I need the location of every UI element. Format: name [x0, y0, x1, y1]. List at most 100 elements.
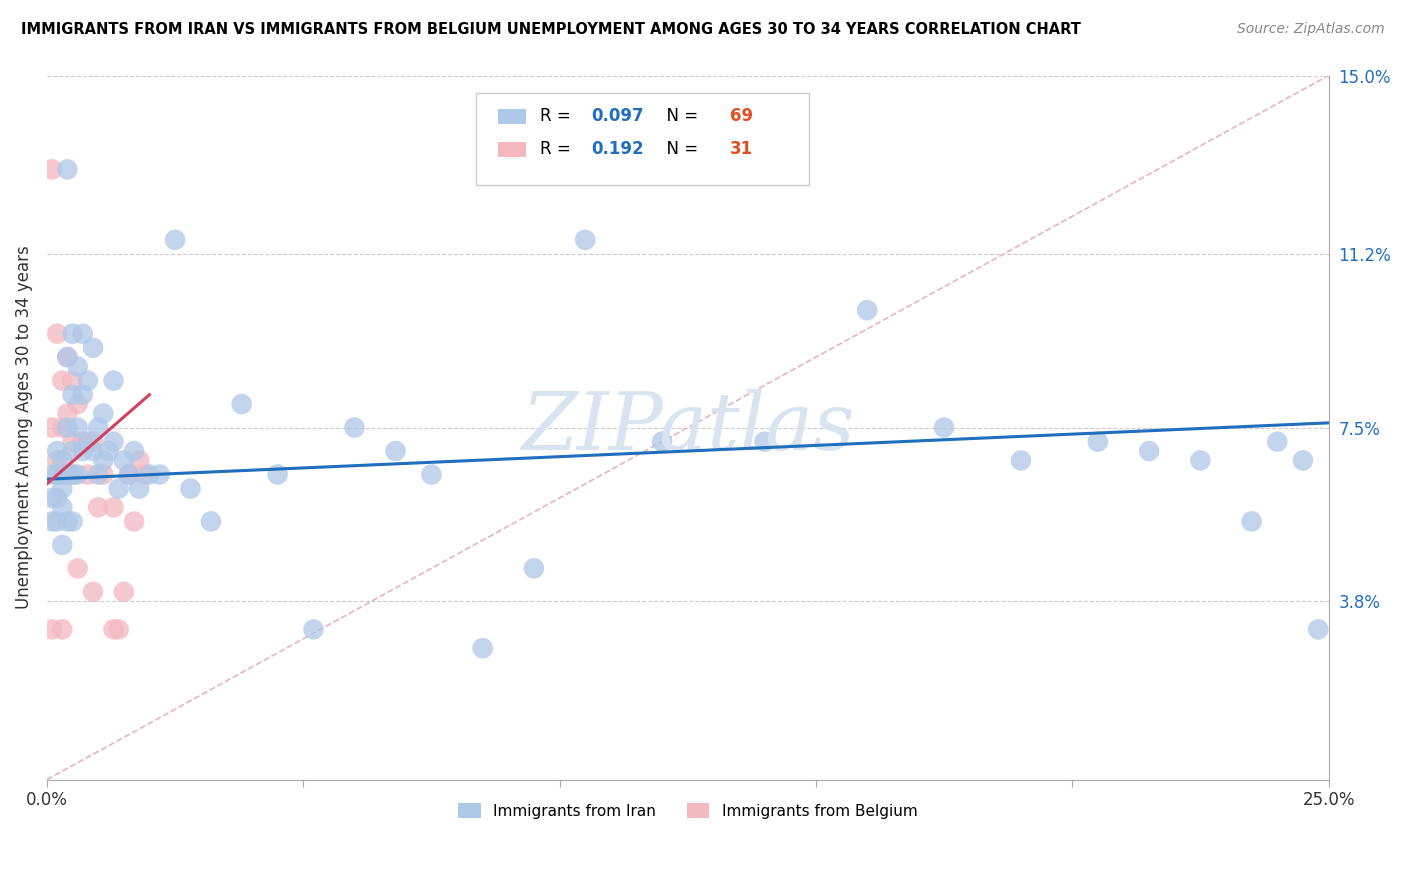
Point	[41, 467, 63, 482]
Point	[66, 467, 89, 482]
Text: 0.192: 0.192	[592, 140, 644, 159]
Point	[62, 326, 84, 341]
Point	[51, 482, 73, 496]
Point	[134, 467, 156, 482]
Bar	[498, 142, 526, 157]
Point	[56, 467, 79, 482]
Point	[56, 515, 79, 529]
Point	[46, 326, 69, 341]
Point	[343, 420, 366, 434]
Point	[66, 420, 89, 434]
Point	[118, 467, 141, 482]
Point	[62, 467, 84, 482]
Point	[41, 162, 63, 177]
Point	[107, 623, 129, 637]
Point	[1308, 623, 1330, 637]
Text: 0.097: 0.097	[592, 107, 644, 126]
Text: ZIPatlas: ZIPatlas	[522, 389, 855, 467]
Point	[87, 467, 110, 482]
Point	[91, 467, 114, 482]
Point	[149, 467, 172, 482]
Point	[112, 585, 135, 599]
Point	[91, 407, 114, 421]
Point	[1240, 515, 1263, 529]
Point	[56, 420, 79, 434]
Point	[1265, 434, 1288, 449]
Point	[72, 444, 94, 458]
Point	[165, 233, 187, 247]
Point	[51, 500, 73, 515]
Point	[138, 467, 160, 482]
Point	[41, 515, 63, 529]
Point	[1137, 444, 1160, 458]
Point	[46, 467, 69, 482]
Point	[103, 623, 125, 637]
Point	[128, 453, 150, 467]
Point	[56, 162, 79, 177]
Text: R =: R =	[540, 140, 576, 159]
Point	[118, 467, 141, 482]
Point	[62, 515, 84, 529]
Point	[87, 420, 110, 434]
Point	[51, 467, 73, 482]
Point	[200, 515, 222, 529]
Point	[62, 444, 84, 458]
Text: N =: N =	[655, 107, 703, 126]
Point	[46, 515, 69, 529]
Point	[179, 482, 201, 496]
Point	[66, 561, 89, 575]
Point	[66, 359, 89, 374]
FancyBboxPatch shape	[477, 93, 810, 185]
Point	[66, 397, 89, 411]
Point	[651, 434, 673, 449]
Point	[856, 303, 879, 318]
Point	[91, 453, 114, 467]
Point	[51, 538, 73, 552]
Point	[56, 350, 79, 364]
Point	[231, 397, 253, 411]
Point	[72, 326, 94, 341]
Point	[77, 467, 100, 482]
Point	[87, 500, 110, 515]
Point	[82, 341, 104, 355]
Point	[384, 444, 406, 458]
Point	[51, 374, 73, 388]
Point	[1010, 453, 1032, 467]
Point	[128, 482, 150, 496]
Point	[112, 453, 135, 467]
Text: IMMIGRANTS FROM IRAN VS IMMIGRANTS FROM BELGIUM UNEMPLOYMENT AMONG AGES 30 TO 34: IMMIGRANTS FROM IRAN VS IMMIGRANTS FROM …	[21, 22, 1081, 37]
Point	[46, 444, 69, 458]
Text: N =: N =	[655, 140, 703, 159]
Point	[82, 585, 104, 599]
Point	[97, 444, 120, 458]
Point	[41, 420, 63, 434]
Text: R =: R =	[540, 107, 576, 126]
Point	[62, 434, 84, 449]
Point	[51, 420, 73, 434]
Point	[72, 387, 94, 401]
Point	[103, 500, 125, 515]
Point	[471, 641, 494, 656]
Point	[62, 374, 84, 388]
Point	[1292, 453, 1315, 467]
Point	[62, 387, 84, 401]
Point	[46, 491, 69, 505]
Point	[103, 434, 125, 449]
Point	[51, 623, 73, 637]
Point	[574, 233, 596, 247]
Point	[77, 374, 100, 388]
Point	[82, 444, 104, 458]
Y-axis label: Unemployment Among Ages 30 to 34 years: Unemployment Among Ages 30 to 34 years	[15, 245, 32, 609]
Point	[72, 434, 94, 449]
Text: 69: 69	[730, 107, 754, 126]
Point	[82, 434, 104, 449]
Point	[107, 482, 129, 496]
Point	[122, 515, 145, 529]
Point	[266, 467, 288, 482]
Point	[1189, 453, 1212, 467]
Point	[56, 467, 79, 482]
Point	[62, 467, 84, 482]
Point	[420, 467, 443, 482]
Point	[46, 453, 69, 467]
Text: Source: ZipAtlas.com: Source: ZipAtlas.com	[1237, 22, 1385, 37]
